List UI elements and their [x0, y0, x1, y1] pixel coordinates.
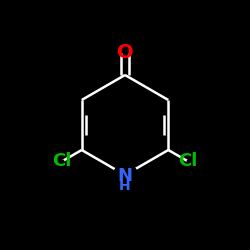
- Text: Cl: Cl: [178, 152, 198, 170]
- Text: Cl: Cl: [52, 152, 72, 170]
- Text: N: N: [118, 167, 132, 185]
- Text: H: H: [119, 179, 131, 193]
- Text: O: O: [117, 43, 133, 62]
